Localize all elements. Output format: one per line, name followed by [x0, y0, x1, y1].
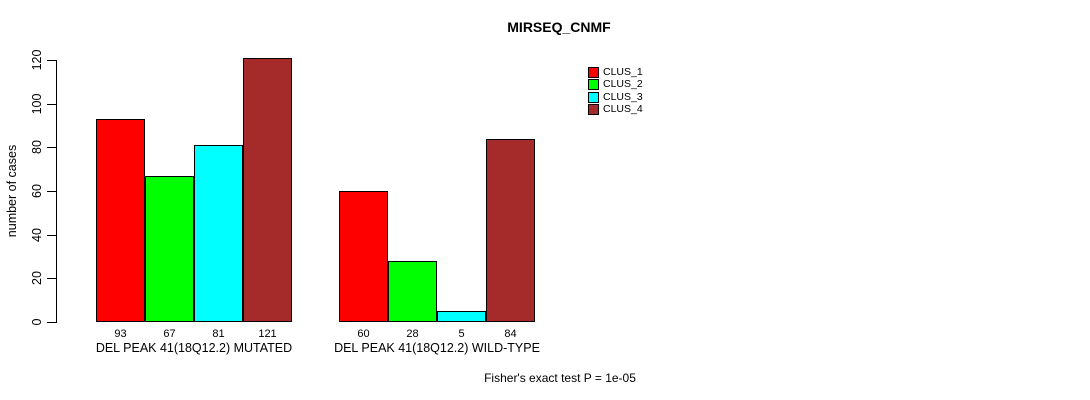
y-tick-label: 0 — [30, 318, 44, 326]
y-tick — [47, 60, 57, 61]
legend-label: CLUS_3 — [603, 90, 643, 103]
y-tick — [47, 191, 57, 192]
y-tick — [47, 278, 57, 280]
bar — [388, 260, 437, 322]
bar-value-label: 28 — [406, 328, 419, 340]
bar — [194, 145, 243, 322]
legend-label: CLUS_4 — [603, 103, 643, 116]
legend-swatch — [588, 104, 599, 116]
bar-value-label: 84 — [504, 328, 517, 340]
bar-value-label: 5 — [458, 328, 465, 340]
bar-value-label: 81 — [212, 328, 225, 340]
legend-swatch — [588, 67, 599, 78]
y-tick-label: 100 — [30, 93, 44, 115]
legend-swatch — [588, 91, 599, 103]
y-tick-label: 80 — [30, 140, 44, 155]
bar — [486, 138, 535, 322]
bar-value-label: 93 — [114, 328, 127, 340]
bar — [339, 191, 388, 322]
legend-swatch — [588, 79, 599, 91]
y-axis-title: number of cases — [5, 144, 19, 238]
bar — [437, 311, 486, 322]
bar — [145, 175, 194, 322]
bar-value-label: 67 — [163, 328, 176, 340]
legend-label: CLUS_1 — [603, 66, 643, 78]
category-label: DEL PEAK 41(18Q12.2) MUTATED — [95, 341, 293, 355]
bar — [96, 118, 145, 322]
annotation-fisher-test: Fisher's exact test P = 1e-05 — [484, 371, 636, 385]
y-tick — [47, 234, 57, 236]
bar-value-label: 121 — [258, 328, 277, 340]
chart-title: MIRSEQ_CNMF — [507, 19, 611, 35]
y-tick — [47, 147, 57, 149]
legend-label: CLUS_2 — [603, 78, 643, 91]
y-tick-label: 20 — [30, 271, 44, 286]
y-tick-label: 120 — [30, 49, 44, 71]
y-tick — [47, 103, 57, 105]
y-tick-label: 60 — [30, 184, 44, 198]
category-label: DEL PEAK 41(18Q12.2) WILD-TYPE — [334, 341, 540, 355]
y-tick — [47, 322, 57, 323]
y-tick-label: 40 — [30, 227, 44, 242]
bar-value-label: 60 — [357, 328, 370, 340]
bar — [243, 57, 292, 322]
